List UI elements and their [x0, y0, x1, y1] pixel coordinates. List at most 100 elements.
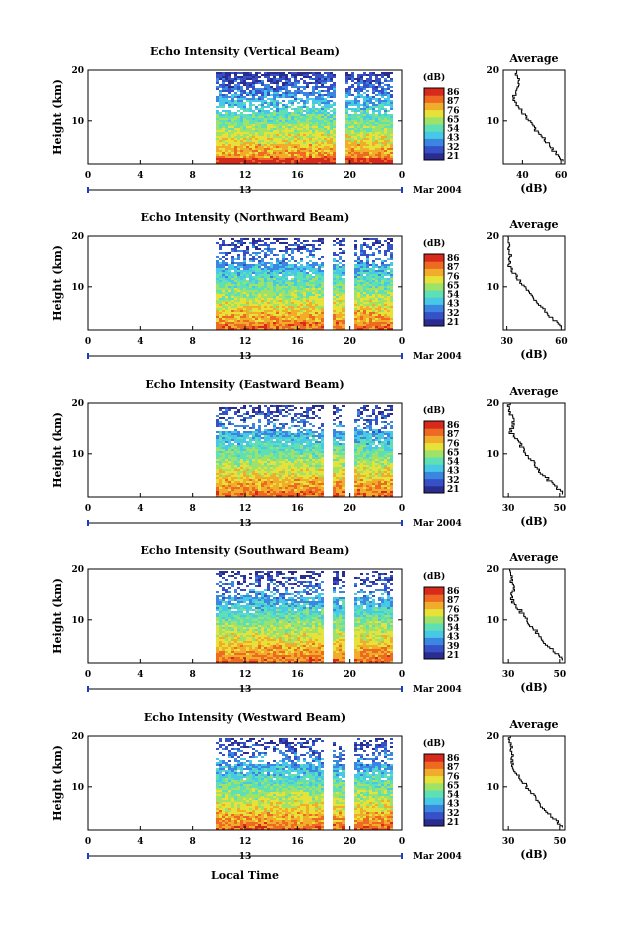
heatmap-cell: [342, 326, 345, 328]
heatmap-cell: [375, 276, 378, 278]
heatmap-cell: [246, 435, 249, 437]
heatmap-cell: [276, 320, 279, 322]
heatmap-cell: [234, 124, 237, 126]
heatmap-cell: [339, 328, 342, 330]
heatmap-cell: [243, 278, 246, 280]
heatmap-cell: [234, 457, 237, 459]
heatmap-cell: [294, 238, 297, 240]
heatmap-cell: [228, 282, 231, 284]
heatmap-cell: [231, 423, 234, 425]
heatmap-cell: [321, 118, 324, 120]
heatmap-cell: [273, 122, 276, 124]
heatmap-cell: [285, 312, 288, 314]
heatmap-cell: [384, 282, 387, 284]
heatmap-cell: [255, 475, 258, 477]
heatmap-cell: [255, 106, 258, 108]
heatmap-cell: [351, 144, 354, 146]
heatmap-cell: [222, 423, 225, 425]
heatmap-cell: [306, 74, 309, 76]
heatmap-cell: [360, 76, 363, 78]
heatmap-cell: [240, 306, 243, 308]
heatmap-cell: [354, 108, 357, 110]
heatmap-cell: [291, 162, 294, 164]
heatmap-cell: [300, 248, 303, 250]
heatmap-cell: [228, 441, 231, 443]
heatmap-cell: [351, 132, 354, 134]
heatmap-cell: [219, 274, 222, 276]
heatmap-cell: [228, 158, 231, 160]
heatmap-cell: [252, 483, 255, 485]
heatmap-cell: [306, 308, 309, 310]
heatmap-cell: [222, 270, 225, 272]
heatmap-cell: [357, 84, 360, 86]
heatmap-cell: [240, 308, 243, 310]
heatmap-cell: [237, 276, 240, 278]
heatmap-cell: [327, 158, 330, 160]
heatmap-cell: [297, 124, 300, 126]
heatmap-cell: [231, 276, 234, 278]
heatmap-cell: [219, 244, 222, 246]
heatmap-cell: [390, 300, 393, 302]
heatmap-cell: [222, 256, 225, 258]
heatmap-cell: [378, 118, 381, 120]
average-x-tick-label: 60: [555, 337, 568, 347]
heatmap-cell: [375, 124, 378, 126]
heatmap-cell: [294, 92, 297, 94]
heatmap-cell: [387, 102, 390, 104]
heatmap-cell: [354, 260, 357, 262]
heatmap-cell: [285, 74, 288, 76]
heatmap-cell: [270, 262, 273, 264]
heatmap-cell: [252, 481, 255, 483]
heatmap-cell: [318, 314, 321, 316]
heatmap-cell: [354, 248, 357, 250]
heatmap-cell: [297, 302, 300, 304]
heatmap-cell: [264, 116, 267, 118]
heatmap-cell: [378, 252, 381, 254]
heatmap-cell: [297, 136, 300, 138]
heatmap-cell: [360, 274, 363, 276]
heatmap-cell: [321, 106, 324, 108]
heatmap-cell: [333, 264, 336, 266]
heatmap-cell: [279, 74, 282, 76]
heatmap-cell: [246, 252, 249, 254]
heatmap-cell: [333, 108, 336, 110]
heatmap-cell: [318, 274, 321, 276]
heatmap-cell: [312, 144, 315, 146]
heatmap-cell: [297, 88, 300, 90]
heatmap-cell: [357, 130, 360, 132]
heatmap-cell: [240, 441, 243, 443]
heatmap-cell: [237, 467, 240, 469]
heatmap-cell: [324, 126, 327, 128]
heatmap-cell: [381, 276, 384, 278]
heatmap-cell: [219, 114, 222, 116]
heatmap-cell: [261, 244, 264, 246]
heatmap-cell: [372, 146, 375, 148]
heatmap-cell: [315, 306, 318, 308]
heatmap-cell: [225, 310, 228, 312]
heatmap-cell: [240, 455, 243, 457]
heatmap-cell: [222, 449, 225, 451]
heatmap-cell: [384, 158, 387, 160]
heatmap-cell: [294, 80, 297, 82]
heatmap-cell: [249, 469, 252, 471]
heatmap-cell: [228, 132, 231, 134]
heatmap-cell: [327, 100, 330, 102]
heatmap-cell: [333, 320, 336, 322]
heatmap-cell: [288, 254, 291, 256]
heatmap-cell: [384, 98, 387, 100]
heatmap-cell: [243, 78, 246, 80]
heatmap-cell: [237, 481, 240, 483]
colorbar-tick-label: 76: [447, 272, 460, 282]
heatmap-cell: [315, 126, 318, 128]
heatmap-cell: [366, 312, 369, 314]
heatmap-cell: [315, 128, 318, 130]
heatmap-cell: [273, 266, 276, 268]
heatmap-cell: [225, 459, 228, 461]
heatmap-cell: [360, 114, 363, 116]
heatmap-cell: [303, 246, 306, 248]
heatmap-cell: [363, 268, 366, 270]
heatmap-cell: [336, 266, 339, 268]
heatmap-cell: [216, 256, 219, 258]
heatmap-cell: [225, 84, 228, 86]
heatmap-cell: [336, 272, 339, 274]
